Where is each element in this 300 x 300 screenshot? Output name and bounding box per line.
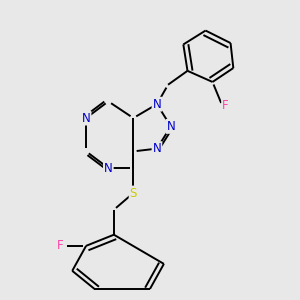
Text: N: N	[153, 98, 161, 111]
Text: N: N	[153, 142, 161, 155]
Text: N: N	[104, 162, 113, 175]
Text: F: F	[222, 99, 229, 112]
Text: F: F	[57, 239, 64, 252]
Text: N: N	[167, 120, 175, 133]
Text: S: S	[130, 187, 137, 200]
Text: N: N	[82, 112, 91, 124]
